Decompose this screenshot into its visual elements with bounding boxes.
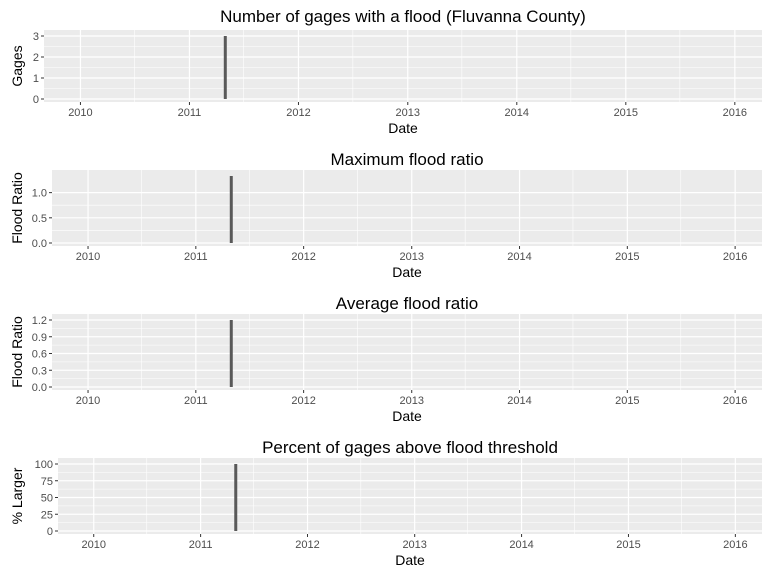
x-tick-label: 2010 <box>81 539 105 551</box>
y-tick-label: 0.0 <box>32 238 47 250</box>
chart-panel-4: 0 25 50 75 100 2010 2011 2012 2013 2014 2015 2016 Pe… <box>9 438 762 568</box>
y-tick-label: 0 <box>33 94 39 106</box>
x-tick-label: 2016 <box>723 539 747 551</box>
x-tick-label: 2012 <box>286 107 310 119</box>
x-tick-label: 2015 <box>615 395 639 407</box>
y-tick-label: 1.0 <box>32 188 47 200</box>
x-tick-label: 2012 <box>295 539 319 551</box>
x-tick-label: 2014 <box>509 539 533 551</box>
y-tick-label: 1.2 <box>32 315 47 327</box>
x-tick-label: 2016 <box>723 395 747 407</box>
y-tick-label: 0.6 <box>32 349 47 361</box>
x-tick-label: 2013 <box>399 395 423 407</box>
x-tick-label: 2010 <box>68 107 92 119</box>
x-tick-label: 2016 <box>723 251 747 263</box>
y-axis-label: Flood Ratio <box>9 172 25 244</box>
chart-panel-3: 0.0 0.3 0.6 0.9 1.2 2010 2011 2012 2013 2014 2015 2… <box>9 294 762 424</box>
x-tick-label: 2012 <box>291 395 315 407</box>
bar-1[interactable] <box>234 464 238 531</box>
x-tick-label: 2013 <box>396 107 420 119</box>
x-axis-label: Date <box>388 120 418 136</box>
chart-panel-1: 0 1 2 3 2010 2011 2012 2013 2014 2015 2016 Number o… <box>9 7 762 136</box>
y-tick-label: 75 <box>41 476 53 488</box>
y-tick-label: 3 <box>33 31 39 43</box>
x-axis-label: Date <box>392 264 422 280</box>
panel-background <box>44 30 762 102</box>
x-tick-label: 2011 <box>184 251 208 263</box>
x-tick-label: 2014 <box>505 107 529 119</box>
y-tick-label: 1 <box>33 73 39 85</box>
chart-title: Maximum flood ratio <box>330 150 483 169</box>
y-tick-label: 100 <box>35 459 53 471</box>
x-tick-label: 2014 <box>507 395 531 407</box>
bar-1[interactable] <box>229 320 233 387</box>
x-axis-label: Date <box>392 408 422 424</box>
x-axis-label: Date <box>395 552 425 568</box>
y-tick-label: 2 <box>33 52 39 64</box>
y-axis-label: Flood Ratio <box>9 316 25 388</box>
x-tick-label: 2011 <box>189 539 213 551</box>
panel-background <box>52 314 762 390</box>
y-tick-label: 0 <box>47 526 53 538</box>
chart-title: Number of gages with a flood (Fluvanna C… <box>220 7 586 26</box>
bar-1[interactable] <box>223 36 227 99</box>
y-tick-label: 50 <box>41 493 53 505</box>
y-tick-label: 0.5 <box>32 213 47 225</box>
y-tick-label: 25 <box>41 509 53 521</box>
panel-background <box>52 170 762 246</box>
x-tick-label: 2016 <box>723 107 747 119</box>
y-axis-label: % Larger <box>9 467 25 524</box>
x-tick-label: 2012 <box>291 251 315 263</box>
x-tick-label: 2011 <box>178 107 202 119</box>
x-tick-label: 2015 <box>615 251 639 263</box>
bar-1[interactable] <box>229 176 233 243</box>
chart-title: Average flood ratio <box>336 294 478 313</box>
x-tick-label: 2014 <box>507 251 531 263</box>
chart-title: Percent of gages above flood threshold <box>262 438 558 457</box>
x-tick-label: 2011 <box>184 395 208 407</box>
y-axis-label: Gages <box>9 45 25 86</box>
x-tick-label: 2013 <box>399 251 423 263</box>
x-tick-label: 2013 <box>402 539 426 551</box>
x-tick-label: 2010 <box>76 251 100 263</box>
chart-panel-2: 0.0 0.5 1.0 2010 2011 2012 2013 2014 2015 2016 Max… <box>9 150 762 280</box>
panel-background <box>58 458 762 534</box>
y-tick-label: 0.3 <box>32 365 47 377</box>
x-tick-label: 2015 <box>616 539 640 551</box>
x-tick-label: 2010 <box>76 395 100 407</box>
y-tick-label: 0.0 <box>32 382 47 394</box>
x-tick-label: 2015 <box>614 107 638 119</box>
y-tick-label: 0.9 <box>32 332 47 344</box>
